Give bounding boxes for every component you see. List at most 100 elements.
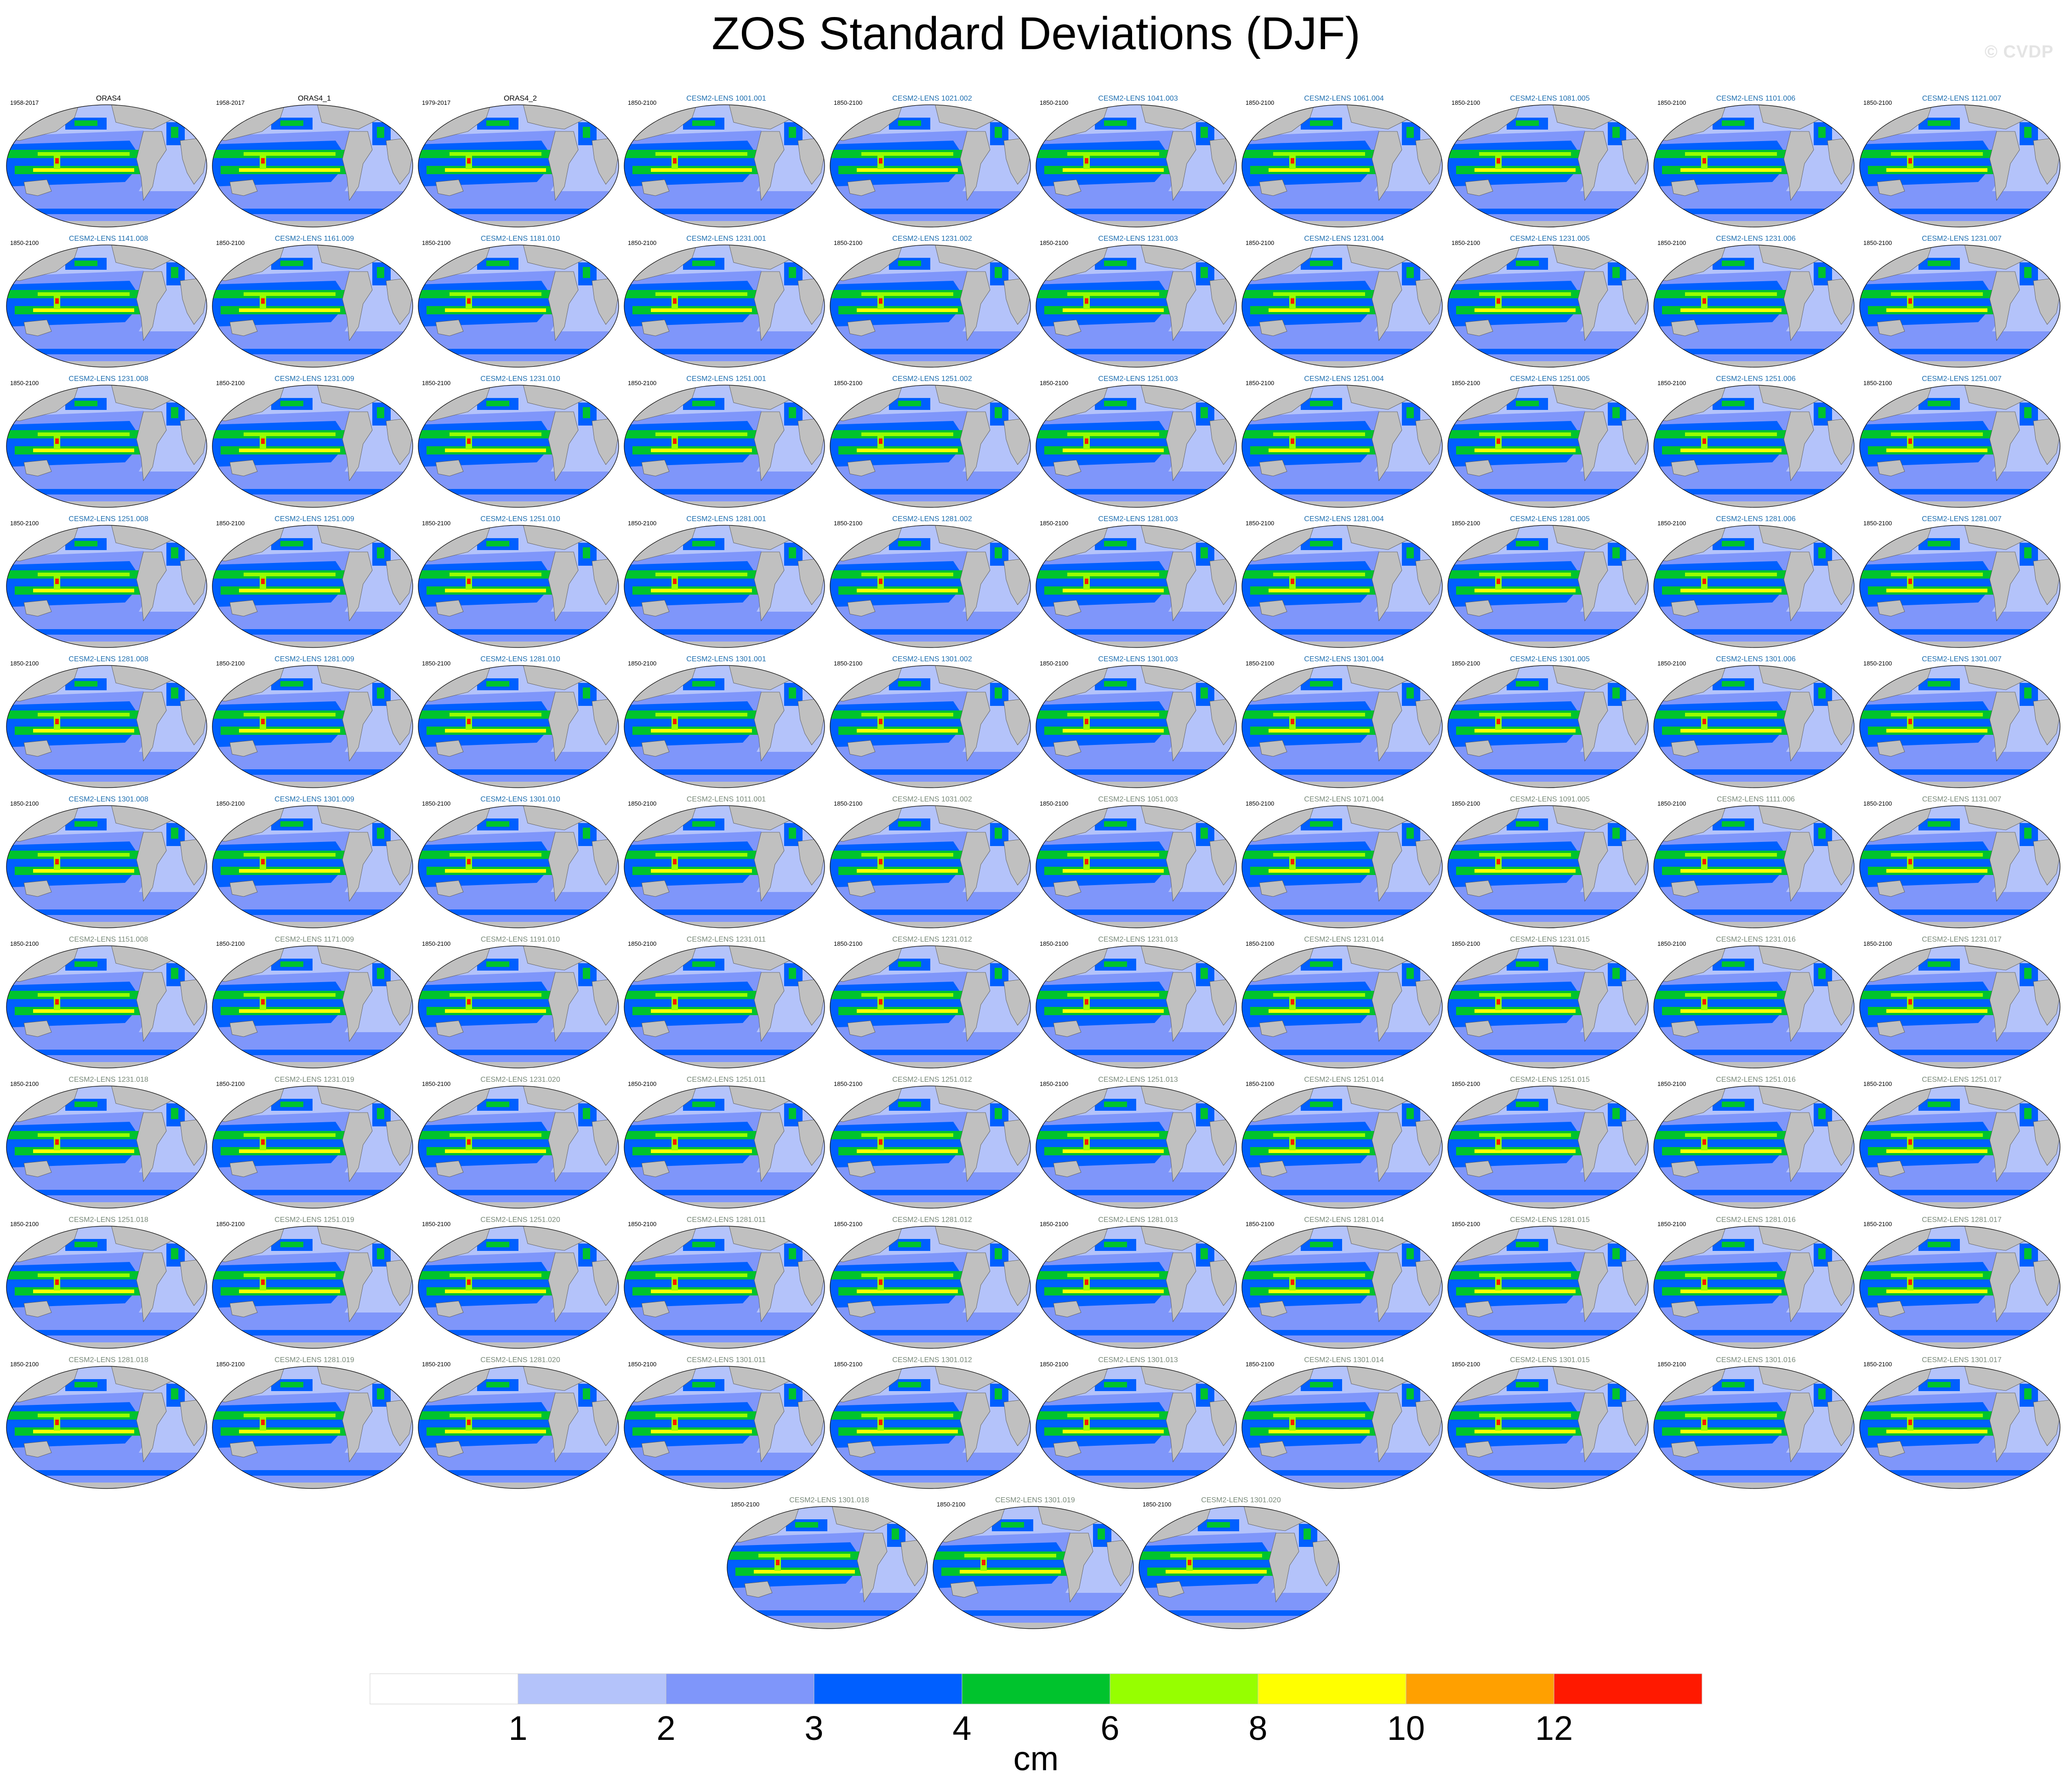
map-outline bbox=[830, 525, 1031, 648]
map-plot bbox=[6, 244, 207, 368]
land bbox=[1671, 1301, 1699, 1318]
southern-ocean-band bbox=[624, 489, 825, 494]
north-patch bbox=[1201, 407, 1208, 418]
panel-period: 1850-2100 bbox=[1452, 1080, 1480, 1087]
southern-ocean-band bbox=[1654, 349, 1854, 354]
panel-title: CESM2-LENS 1251.009 bbox=[274, 515, 354, 523]
map-panel: 1850-2100 CESM2-LENS 1231.014 bbox=[1241, 933, 1447, 1071]
map-plot bbox=[6, 945, 207, 1068]
pacific-band bbox=[1860, 982, 1997, 1028]
north-patch bbox=[74, 261, 97, 266]
panel-period: 1850-2100 bbox=[1863, 99, 1892, 106]
map-field bbox=[1036, 806, 1236, 928]
southern-ocean-band bbox=[1448, 629, 1648, 635]
equatorial-band bbox=[651, 589, 752, 592]
map-plot bbox=[212, 244, 413, 368]
north-patch bbox=[1612, 407, 1620, 418]
pacific-band bbox=[830, 1402, 967, 1448]
map-plot bbox=[418, 104, 619, 227]
pacific-band bbox=[1242, 1402, 1379, 1448]
land bbox=[754, 1252, 785, 1323]
map-panel: 1850-2100 CESM2-LENS 1301.001 bbox=[623, 653, 829, 790]
panel-period: 1850-2100 bbox=[10, 380, 39, 386]
map-panel: 1850-2100 CESM2-LENS 1301.020 bbox=[1138, 1494, 1344, 1631]
north-patch bbox=[486, 821, 509, 827]
warm-pool bbox=[879, 298, 882, 304]
north-patch bbox=[1201, 968, 1208, 979]
pacific-band bbox=[1242, 1262, 1379, 1308]
map-field bbox=[624, 105, 825, 227]
warm-pool bbox=[879, 1279, 882, 1285]
north-patch bbox=[583, 407, 590, 418]
land bbox=[1783, 411, 1814, 482]
north-patch bbox=[1310, 261, 1333, 266]
north-patch bbox=[486, 681, 509, 687]
warm-pool bbox=[1497, 999, 1500, 1005]
land bbox=[229, 179, 258, 196]
map-panel: 1850-2100 CESM2-LENS 1231.017 bbox=[1859, 933, 2065, 1071]
north-patch bbox=[1104, 1242, 1127, 1247]
equatorial-band bbox=[1886, 589, 1987, 592]
pacific-band bbox=[212, 982, 349, 1028]
map-outline bbox=[212, 525, 413, 648]
land bbox=[1156, 1581, 1184, 1598]
equatorial-band bbox=[1680, 869, 1782, 873]
equatorial-band bbox=[1067, 432, 1159, 436]
panel-title: CESM2-LENS 1281.004 bbox=[1304, 515, 1384, 523]
map-plot bbox=[1859, 1085, 2061, 1209]
equatorial-band bbox=[861, 432, 953, 436]
southern-ocean-band bbox=[624, 1190, 825, 1195]
north-patch bbox=[280, 821, 303, 827]
north-patch bbox=[1406, 968, 1414, 979]
southern-ocean-band bbox=[418, 209, 619, 214]
equatorial-band bbox=[861, 1133, 953, 1137]
panel-period: 1850-2100 bbox=[1657, 1221, 1686, 1227]
map-field bbox=[1036, 245, 1236, 367]
land bbox=[342, 1392, 373, 1463]
equatorial-band bbox=[38, 152, 130, 156]
north-patch bbox=[789, 1248, 796, 1259]
map-outline bbox=[624, 104, 825, 227]
southern-ocean-band bbox=[1242, 629, 1442, 635]
equatorial-band bbox=[450, 1273, 541, 1277]
land bbox=[1259, 1301, 1287, 1318]
north-patch bbox=[74, 681, 97, 687]
equatorial-band bbox=[1063, 1430, 1164, 1433]
map-outline bbox=[6, 945, 207, 1068]
panel-title: CESM2-LENS 1301.005 bbox=[1510, 655, 1590, 663]
panel-title: CESM2-LENS 1281.005 bbox=[1510, 515, 1590, 523]
southern-ocean-band bbox=[624, 1050, 825, 1055]
equatorial-band bbox=[1886, 869, 1987, 873]
north-patch bbox=[1104, 401, 1127, 406]
map-field bbox=[418, 245, 619, 367]
north-patch bbox=[1722, 541, 1745, 546]
map-panel: 1850-2100 CESM2-LENS 1301.011 bbox=[623, 1353, 829, 1491]
north-patch bbox=[1612, 267, 1620, 278]
equatorial-band bbox=[1891, 993, 1983, 997]
map-outline bbox=[212, 244, 413, 368]
pacific-band bbox=[830, 1262, 967, 1308]
map-outline bbox=[6, 1085, 207, 1209]
panel-period: 1850-2100 bbox=[216, 1361, 245, 1368]
map-plot bbox=[212, 385, 413, 508]
equatorial-band bbox=[1891, 152, 1983, 156]
panel-title: CESM2-LENS 1281.016 bbox=[1716, 1216, 1796, 1224]
panel-period: 1850-2100 bbox=[422, 380, 451, 386]
north-patch bbox=[171, 1108, 178, 1119]
north-patch bbox=[486, 961, 509, 967]
equatorial-band bbox=[1063, 1290, 1164, 1293]
equatorial-band bbox=[1680, 1149, 1782, 1153]
panel-period: 1850-2100 bbox=[1863, 1080, 1892, 1087]
north-patch bbox=[1104, 821, 1127, 827]
north-patch bbox=[898, 261, 921, 266]
panel-period: 1850-2100 bbox=[1246, 380, 1275, 386]
panel-title: CESM2-LENS 1051.003 bbox=[1098, 795, 1178, 803]
map-plot bbox=[830, 945, 1031, 1068]
map-plot bbox=[212, 1366, 413, 1489]
warm-pool bbox=[879, 859, 882, 864]
north-patch bbox=[1516, 120, 1539, 126]
equatorial-band bbox=[1273, 432, 1365, 436]
panel-title: CESM2-LENS 1231.013 bbox=[1098, 936, 1178, 943]
map-panel: 1850-2100 CESM2-LENS 1251.015 bbox=[1447, 1073, 1653, 1211]
warm-pool bbox=[55, 999, 59, 1005]
